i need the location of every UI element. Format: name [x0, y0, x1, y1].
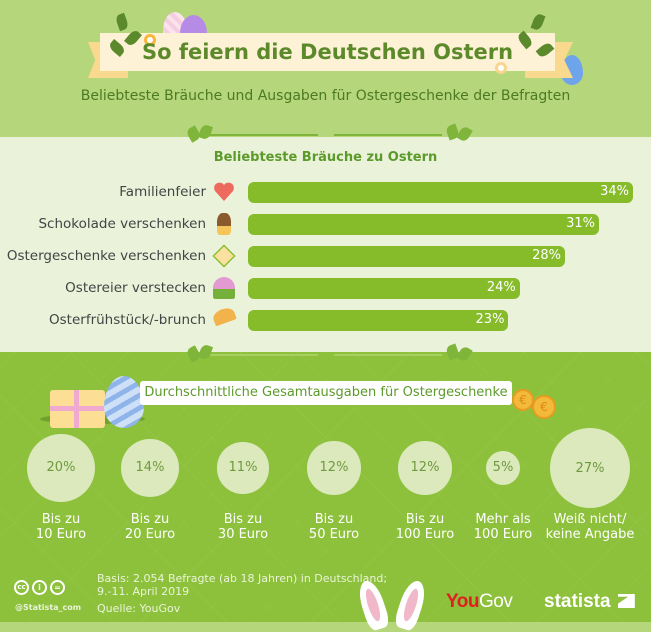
bubble-category-label: Mehr als 100 Euro — [443, 512, 563, 542]
statista-logo[interactable]: statista — [544, 591, 635, 613]
bubble-category-label: Weiß nicht/keine Angabe — [530, 512, 650, 542]
bar-category-label: Ostereier verstecken — [65, 280, 206, 296]
cc-icon: cc — [14, 580, 29, 595]
bubble-category-line: 50 Euro — [308, 527, 360, 542]
spending-bubble: 12% — [398, 441, 452, 495]
bubble-value-label: 14% — [135, 460, 165, 476]
spending-bubble: 14% — [121, 439, 179, 497]
divider-line — [210, 354, 318, 356]
bar: 23% — [248, 310, 509, 331]
bar-value-label: 31% — [566, 216, 596, 231]
bar-category-label: Schokolade verschenken — [38, 216, 206, 232]
license-icons: cc i = — [14, 580, 65, 595]
bar: 28% — [248, 246, 566, 267]
source-text: Quelle: YouGov — [97, 602, 181, 615]
bubble-category-label: Bis zu 20 Euro — [90, 512, 210, 542]
flower-icon — [144, 34, 156, 46]
bubble-category-line: 100 Euro — [395, 527, 455, 542]
bubble-category-label: Bis zu 30 Euro — [183, 512, 303, 542]
bar: 24% — [248, 278, 520, 299]
bubble-category-line: Bis zu — [314, 512, 354, 527]
bubble-category-line: Weiß nicht/ — [553, 512, 627, 527]
bubble-value-label: 5% — [492, 460, 514, 476]
spending-bubble: 11% — [217, 442, 269, 494]
bar-value-label: 23% — [475, 312, 505, 327]
yougov-logo[interactable]: YouGov — [446, 591, 513, 612]
bubble-category-line: Mehr als — [475, 512, 531, 527]
spending-bubble: 5% — [485, 450, 521, 486]
euro-coin-icon: € — [532, 395, 556, 419]
bubble-category-line: Bis zu — [130, 512, 170, 527]
divider-line — [334, 134, 442, 136]
bar-value-label: 34% — [600, 184, 629, 199]
spending-bubble: 12% — [307, 441, 361, 495]
bubble-category-line: Bis zu — [41, 512, 81, 527]
bubble-category-line: keine Angabe — [545, 527, 635, 542]
bar-category-label: Familienfeier — [119, 184, 206, 200]
statista-logo-icon — [617, 594, 635, 608]
bubble-category-line: 100 Euro — [473, 527, 533, 542]
by-icon: i — [32, 580, 47, 595]
basis-line-2: 9.-11. April 2019 — [97, 585, 190, 598]
title-ribbon — [100, 33, 555, 71]
bubble-category-line: 30 Euro — [217, 527, 269, 542]
bubble-category-line: Bis zu — [405, 512, 445, 527]
bubble-category-label: Bis zu 100 Euro — [365, 512, 485, 542]
divider-line — [334, 354, 442, 356]
bubble-category-line: Bis zu — [223, 512, 263, 527]
spending-title: Durchschnittliche Gesamtausgaben für Ost… — [140, 381, 512, 405]
bubble-value-label: 20% — [46, 460, 76, 476]
nd-icon: = — [50, 580, 65, 595]
basis-line-1: Basis: 2.054 Befragte (ab 18 Jahren) in … — [97, 572, 388, 585]
bubble-value-label: 12% — [410, 460, 440, 476]
bubble-value-label: 11% — [228, 460, 258, 476]
bar: 34% — [248, 182, 633, 203]
bar: 31% — [248, 214, 600, 235]
chocolate-bunny-icon — [217, 213, 231, 235]
egg-in-grass-icon — [213, 277, 235, 299]
spending-bubble: 27% — [550, 428, 630, 508]
bar-category-label: Osterfrühstück/-brunch — [49, 312, 206, 328]
statista-handle[interactable]: @Statista_com — [15, 603, 82, 612]
page-subtitle: Beliebteste Bräuche und Ausgaben für Ost… — [80, 88, 571, 104]
bubble-category-label: Bis zu 50 Euro — [274, 512, 394, 542]
spending-bubble: 20% — [26, 433, 96, 503]
euro-coin-icon: € — [512, 389, 534, 411]
bar-value-label: 28% — [532, 248, 562, 263]
bar-value-label: 24% — [486, 280, 516, 295]
striped-blue-egg-icon — [104, 376, 144, 428]
flower-icon — [495, 62, 507, 74]
bubble-value-label: 12% — [319, 460, 349, 476]
customs-title: Beliebteste Bräuche zu Ostern — [213, 150, 438, 165]
bubble-value-label: 27% — [575, 460, 605, 476]
gift-box-icon — [50, 390, 105, 428]
bar-category-label: Ostergeschenke verschenken — [6, 248, 206, 264]
page-title: So feiern die Deutschen Ostern — [141, 40, 514, 64]
bubble-category-line: 20 Euro — [124, 527, 176, 542]
divider-line — [210, 134, 318, 136]
bubble-category-line: 10 Euro — [35, 527, 87, 542]
bubble-category-label: Bis zu 10 Euro — [1, 512, 121, 542]
